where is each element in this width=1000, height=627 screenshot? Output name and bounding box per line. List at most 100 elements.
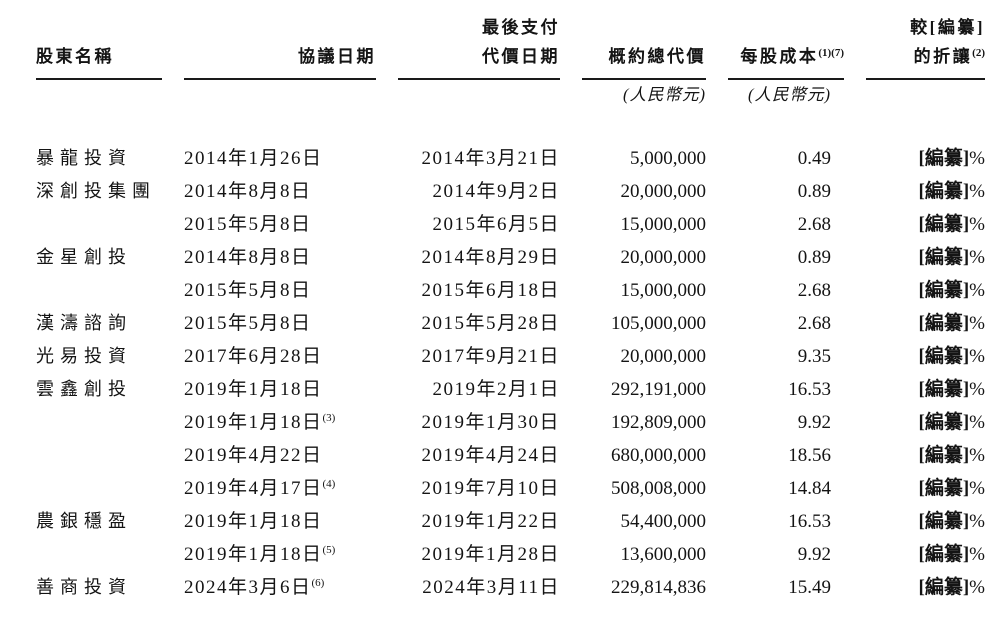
total-consideration-value: 292,191,000: [611, 379, 706, 400]
percent-sign: %: [969, 379, 985, 400]
total-consideration-value: 20,000,000: [620, 247, 707, 268]
total-consideration-value: 105,000,000: [611, 313, 706, 334]
header-spacer: [582, 12, 706, 44]
col-header-discount-label: 的折讓: [913, 47, 973, 66]
percent-sign: %: [969, 148, 985, 169]
agreement-date-value: 2019年4月17日: [184, 478, 323, 499]
discount-value: [編纂]%: [866, 307, 985, 340]
agreement-date: 2019年4月22日: [184, 439, 376, 472]
percent-sign: %: [969, 346, 985, 367]
percent-sign: %: [969, 313, 985, 334]
header-spacer: [36, 80, 162, 110]
cost-per-share-value: 2.68: [797, 313, 831, 334]
last-payment-date: 2019年7月10日: [421, 478, 560, 499]
discount-value: [編纂]%: [866, 340, 985, 373]
cost-per-share-value: 0.89: [797, 181, 831, 202]
total-consideration-value: 508,008,000: [611, 478, 706, 499]
shareholder-name: 金星創投: [36, 247, 132, 267]
last-payment-date: 2014年3月21日: [421, 148, 560, 169]
total-consideration-value: 20,000,000: [620, 346, 707, 367]
total-consideration-value: 15,000,000: [620, 214, 707, 235]
percent-sign: %: [969, 181, 985, 202]
table-header: 最後支付 較[編纂] 股東名稱 協議日期 代價日期 概約總代價 每股成本(1)(…: [36, 12, 1000, 110]
footnote-ref-icon: (5): [322, 544, 336, 556]
last-payment-date: 2014年8月29日: [421, 247, 560, 268]
redacted-tag: [編纂]: [918, 346, 970, 367]
unit-label-cost-per-share: (人民幣元): [748, 85, 831, 104]
redacted-tag: [編纂]: [918, 412, 970, 433]
agreement-date: 2014年1月26日: [184, 142, 376, 175]
redacted-tag: [編纂]: [918, 445, 970, 466]
agreement-date: 2019年4月17日(4): [184, 472, 376, 505]
agreement-date: 2019年1月18日: [184, 373, 376, 406]
footnote-ref-icon: (2): [972, 47, 985, 59]
redacted-tag: [編纂]: [918, 313, 970, 334]
table-body: 暴龍投資 2014年1月26日 2014年3月21日 5,000,000 0.4…: [36, 142, 1000, 604]
total-consideration-value: 13,600,000: [620, 544, 707, 565]
cost-per-share-value: 0.49: [797, 148, 831, 169]
cost-per-share-value: 9.92: [797, 544, 831, 565]
header-spacer: [36, 12, 162, 44]
col-header-discount-line2: 的折讓(2): [866, 44, 985, 80]
cost-per-share-value: 18.56: [788, 445, 831, 466]
agreement-date-value: 2024年3月6日: [184, 577, 312, 598]
header-spacer: [866, 80, 985, 110]
percent-sign: %: [969, 280, 985, 301]
agreement-date-value: 2019年1月18日: [184, 379, 323, 400]
last-payment-date: 2017年9月21日: [421, 346, 560, 367]
last-payment-date: 2019年1月30日: [421, 412, 560, 433]
header-spacer: [184, 80, 376, 110]
redacted-tag: [編纂]: [918, 148, 970, 169]
total-consideration-value: 54,400,000: [620, 511, 707, 532]
redacted-tag: [編纂]: [918, 247, 970, 268]
cost-per-share-value: 14.84: [788, 478, 831, 499]
table-row: 金星創投 2014年8月8日 2014年8月29日 20,000,000 0.8…: [36, 241, 985, 274]
percent-sign: %: [969, 577, 985, 598]
discount-value: [編纂]%: [866, 274, 985, 307]
agreement-date: 2024年3月6日(6): [184, 571, 376, 604]
total-consideration-value: 15,000,000: [620, 280, 707, 301]
table-header-line1: 最後支付 較[編纂]: [36, 12, 983, 44]
redacted-tag: [編纂]: [918, 280, 970, 301]
footnote-ref-icon: (4): [322, 478, 336, 490]
table-row: 2015年5月8日 2015年6月18日 15,000,000 2.68 [編纂…: [36, 274, 985, 307]
last-payment-date: 2014年9月2日: [432, 181, 560, 202]
redacted-tag: [編纂]: [918, 379, 970, 400]
redacted-tag: [編纂]: [918, 511, 970, 532]
shareholder-name: 農銀穩盈: [36, 511, 132, 531]
last-payment-date: 2019年1月28日: [421, 544, 560, 565]
shareholder-name: 深創投集團: [36, 181, 156, 201]
agreement-date-value: 2019年1月18日: [184, 412, 323, 433]
footnote-ref-icon: (6): [311, 577, 325, 589]
percent-sign: %: [969, 247, 985, 268]
percent-sign: %: [969, 412, 985, 433]
cost-per-share-value: 9.35: [797, 346, 831, 367]
unit-label-total-consideration: (人民幣元): [623, 85, 706, 104]
redacted-tag: [編纂]: [918, 544, 970, 565]
agreement-date: 2014年8月8日: [184, 175, 376, 208]
discount-value: [編纂]%: [866, 472, 985, 505]
table-row: 深創投集團 2014年8月8日 2014年9月2日 20,000,000 0.8…: [36, 175, 985, 208]
col-header-shareholder: 股東名稱: [36, 44, 162, 80]
shareholder-name: 善商投資: [36, 577, 132, 597]
total-consideration-value: 192,809,000: [611, 412, 706, 433]
shareholder-name: 漢濤諮詢: [36, 313, 132, 333]
total-consideration-value: 20,000,000: [620, 181, 707, 202]
cost-per-share-value: 0.89: [797, 247, 831, 268]
agreement-date-value: 2014年8月8日: [184, 247, 312, 268]
col-header-cost-per-share-label: 每股成本: [740, 47, 819, 66]
cost-per-share-value: 2.68: [797, 280, 831, 301]
agreement-date: 2015年5月8日: [184, 274, 376, 307]
cost-per-share-value: 16.53: [788, 379, 831, 400]
table-row: 暴龍投資 2014年1月26日 2014年3月21日 5,000,000 0.4…: [36, 142, 985, 175]
shareholder-name: 雲鑫創投: [36, 379, 132, 399]
agreement-date-value: 2014年1月26日: [184, 148, 323, 169]
last-payment-date: 2015年5月28日: [421, 313, 560, 334]
percent-sign: %: [969, 478, 985, 499]
percent-sign: %: [969, 544, 985, 565]
last-payment-date: 2015年6月18日: [421, 280, 560, 301]
total-consideration-value: 680,000,000: [611, 445, 706, 466]
table-row: 農銀穩盈 2019年1月18日 2019年1月22日 54,400,000 16…: [36, 505, 985, 538]
cost-per-share-value: 15.49: [788, 577, 831, 598]
